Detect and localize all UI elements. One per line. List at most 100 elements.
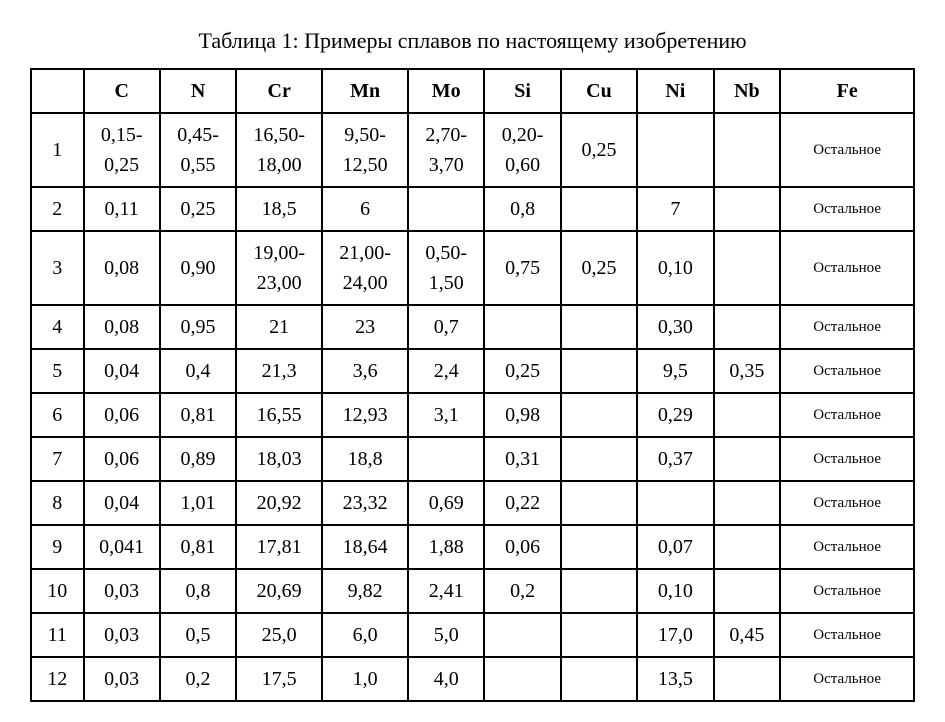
- col-header-N: N: [160, 69, 236, 113]
- table-row: 20,110,2518,560,87Остальное: [31, 187, 914, 231]
- cell-Mo: 0,50- 1,50: [408, 231, 484, 305]
- cell-N: 0,81: [160, 525, 236, 569]
- cell-C: 0,04: [84, 349, 160, 393]
- cell-C: 0,041: [84, 525, 160, 569]
- cell-idx: 9: [31, 525, 84, 569]
- cell-Fe: Остальное: [780, 187, 914, 231]
- cell-Nb: [714, 231, 781, 305]
- cell-Mn: 6,0: [322, 613, 408, 657]
- table-row: 110,030,525,06,05,017,00,45Остальное: [31, 613, 914, 657]
- cell-Mn: 6: [322, 187, 408, 231]
- cell-C: 0,04: [84, 481, 160, 525]
- cell-Si: [484, 657, 560, 701]
- cell-Cr: 17,5: [236, 657, 322, 701]
- col-header-Si: Si: [484, 69, 560, 113]
- cell-Cr: 16,50- 18,00: [236, 113, 322, 187]
- cell-Si: [484, 305, 560, 349]
- cell-Ni: 17,0: [637, 613, 713, 657]
- cell-idx: 8: [31, 481, 84, 525]
- table-row: 70,060,8918,0318,80,310,37Остальное: [31, 437, 914, 481]
- cell-C: 0,06: [84, 437, 160, 481]
- table-row: 80,041,0120,9223,320,690,22Остальное: [31, 481, 914, 525]
- table-row: 50,040,421,33,62,40,259,50,35Остальное: [31, 349, 914, 393]
- cell-Si: 0,25: [484, 349, 560, 393]
- cell-Nb: [714, 481, 781, 525]
- cell-N: 0,25: [160, 187, 236, 231]
- cell-Si: 0,06: [484, 525, 560, 569]
- cell-Cu: [561, 393, 637, 437]
- cell-N: 0,89: [160, 437, 236, 481]
- cell-Cu: [561, 481, 637, 525]
- col-header-idx: [31, 69, 84, 113]
- col-header-Cr: Cr: [236, 69, 322, 113]
- cell-Cr: 21: [236, 305, 322, 349]
- col-header-C: C: [84, 69, 160, 113]
- cell-Fe: Остальное: [780, 525, 914, 569]
- cell-idx: 4: [31, 305, 84, 349]
- cell-Cr: 18,5: [236, 187, 322, 231]
- cell-Cu: [561, 349, 637, 393]
- cell-Ni: 7: [637, 187, 713, 231]
- cell-Mn: 18,8: [322, 437, 408, 481]
- cell-Mn: 23,32: [322, 481, 408, 525]
- cell-Nb: [714, 113, 781, 187]
- cell-Mo: 5,0: [408, 613, 484, 657]
- cell-Mn: 21,00- 24,00: [322, 231, 408, 305]
- table-header-row: CNCrMnMoSiCuNiNbFe: [31, 69, 914, 113]
- cell-Mn: 9,50- 12,50: [322, 113, 408, 187]
- cell-Mo: 2,70- 3,70: [408, 113, 484, 187]
- col-header-Ni: Ni: [637, 69, 713, 113]
- cell-Mo: 0,7: [408, 305, 484, 349]
- cell-C: 0,06: [84, 393, 160, 437]
- cell-Fe: Остальное: [780, 657, 914, 701]
- cell-Mo: 1,88: [408, 525, 484, 569]
- cell-Cu: [561, 657, 637, 701]
- cell-idx: 12: [31, 657, 84, 701]
- cell-idx: 2: [31, 187, 84, 231]
- cell-Mo: 3,1: [408, 393, 484, 437]
- cell-Si: 0,8: [484, 187, 560, 231]
- cell-Nb: [714, 437, 781, 481]
- cell-Cu: [561, 525, 637, 569]
- cell-C: 0,03: [84, 657, 160, 701]
- cell-Mn: 12,93: [322, 393, 408, 437]
- cell-Fe: Остальное: [780, 569, 914, 613]
- cell-idx: 5: [31, 349, 84, 393]
- cell-Mn: 23: [322, 305, 408, 349]
- cell-Ni: 0,30: [637, 305, 713, 349]
- cell-N: 1,01: [160, 481, 236, 525]
- cell-Cu: [561, 437, 637, 481]
- cell-Mo: 2,4: [408, 349, 484, 393]
- cell-Ni: 0,37: [637, 437, 713, 481]
- cell-Ni: 9,5: [637, 349, 713, 393]
- cell-N: 0,81: [160, 393, 236, 437]
- cell-Cr: 19,00- 23,00: [236, 231, 322, 305]
- cell-Cr: 16,55: [236, 393, 322, 437]
- cell-Cu: [561, 613, 637, 657]
- cell-Cr: 18,03: [236, 437, 322, 481]
- table-row: 90,0410,8117,8118,641,880,060,07Остально…: [31, 525, 914, 569]
- cell-Nb: [714, 657, 781, 701]
- cell-Ni: 13,5: [637, 657, 713, 701]
- col-header-Mo: Mo: [408, 69, 484, 113]
- cell-Ni: 0,07: [637, 525, 713, 569]
- cell-Mo: [408, 437, 484, 481]
- cell-idx: 10: [31, 569, 84, 613]
- cell-N: 0,4: [160, 349, 236, 393]
- cell-Mn: 3,6: [322, 349, 408, 393]
- cell-Cu: [561, 187, 637, 231]
- cell-Ni: 0,10: [637, 569, 713, 613]
- cell-Mo: [408, 187, 484, 231]
- cell-Nb: 0,45: [714, 613, 781, 657]
- cell-Fe: Остальное: [780, 113, 914, 187]
- cell-Fe: Остальное: [780, 231, 914, 305]
- cell-Fe: Остальное: [780, 437, 914, 481]
- cell-Nb: [714, 187, 781, 231]
- cell-Mn: 18,64: [322, 525, 408, 569]
- cell-Cu: [561, 569, 637, 613]
- cell-Fe: Остальное: [780, 613, 914, 657]
- cell-Nb: 0,35: [714, 349, 781, 393]
- cell-Ni: [637, 113, 713, 187]
- cell-Mo: 2,41: [408, 569, 484, 613]
- cell-Fe: Остальное: [780, 481, 914, 525]
